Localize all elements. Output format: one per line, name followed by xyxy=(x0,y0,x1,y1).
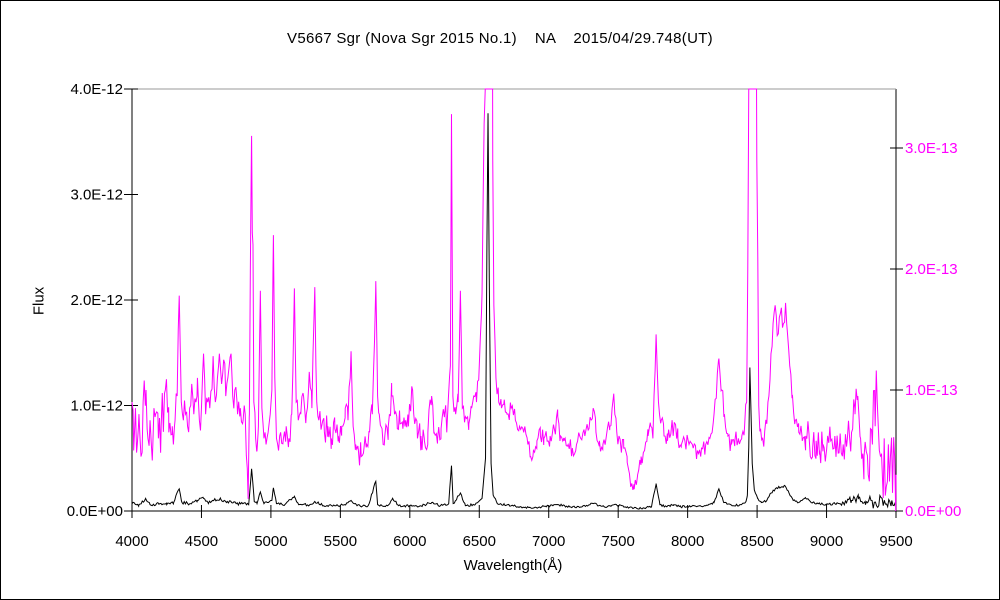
left-axis-tick-label: 2.0E-12 xyxy=(70,292,123,309)
left-axis-tick-label: 3.0E-12 xyxy=(70,187,123,204)
x-axis-tick-label: 6000 xyxy=(393,533,426,550)
x-axis-tick-label: 6500 xyxy=(463,533,496,550)
x-axis-tick-label: 5500 xyxy=(324,533,357,550)
left-axis-tick-label: 1.0E-12 xyxy=(70,398,123,415)
x-axis-tick-label: 8500 xyxy=(740,533,773,550)
x-axis-tick-label: 7500 xyxy=(601,533,634,550)
x-axis-tick-label: 8000 xyxy=(671,533,704,550)
left-axis-tick-label: 0.0E+00 xyxy=(67,503,123,520)
chart-title: V5667 Sgr (Nova Sgr 2015 No.1) NA 2015/0… xyxy=(287,30,713,47)
x-axis-tick-label: 5000 xyxy=(254,533,287,550)
left-axis-tick-label: 4.0E-12 xyxy=(70,81,123,98)
spectrum-flux-left-axis-path xyxy=(131,113,897,510)
right-axis-tick-label: 1.0E-13 xyxy=(905,382,958,399)
right-axis-tick-label: 0.0E+00 xyxy=(905,503,961,520)
x-axis-tick-label: 4500 xyxy=(185,533,218,550)
x-axis-tick-label: 4000 xyxy=(115,533,148,550)
x-axis-tick-label: 7000 xyxy=(532,533,565,550)
right-axis-tick-label: 2.0E-13 xyxy=(905,261,958,278)
x-axis-label-wavelength: Wavelength(Å) xyxy=(463,557,563,574)
right-axis-tick-label: 3.0E-13 xyxy=(905,140,958,157)
x-axis-tick-label: 9000 xyxy=(810,533,843,550)
spectrum-scaled-right-axis-path xyxy=(131,88,897,512)
x-axis-tick-label: 9500 xyxy=(879,533,912,550)
